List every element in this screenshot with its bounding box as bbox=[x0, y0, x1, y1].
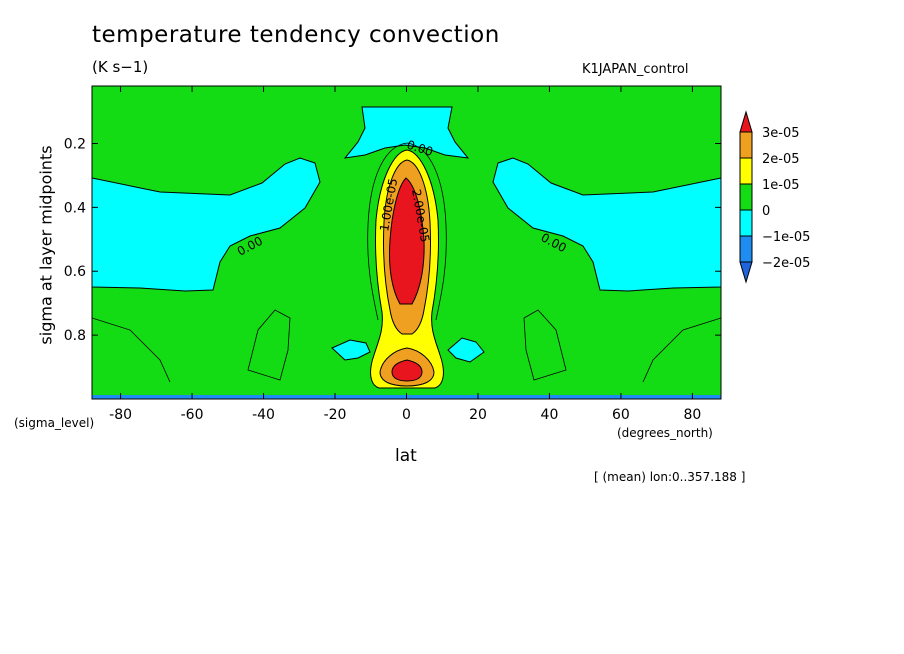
colorbar-label: −1e-05 bbox=[762, 230, 810, 245]
x-tick-label: -40 bbox=[252, 407, 275, 423]
chart-title: temperature tendency convection bbox=[92, 22, 500, 48]
y-tick-label: 0.6 bbox=[64, 264, 86, 280]
contour-line-envelope bbox=[367, 142, 447, 321]
y-unit-label: (sigma_level) bbox=[14, 416, 95, 430]
negative-blob-left bbox=[331, 339, 371, 361]
x-tick-label: -20 bbox=[324, 407, 347, 423]
colorbar-top-arrow bbox=[739, 110, 753, 133]
x-unit-label: (degrees_north) bbox=[617, 426, 713, 440]
x-tick-label: 60 bbox=[612, 407, 630, 423]
colorbar-segment bbox=[739, 183, 753, 211]
colorbar-bottom-arrow bbox=[739, 261, 753, 284]
y-tick-label: 0.2 bbox=[64, 136, 86, 152]
colorbar-label: 3e-05 bbox=[762, 126, 800, 141]
colorbar-label: 2e-05 bbox=[762, 152, 800, 167]
colorbar-segment bbox=[739, 131, 753, 159]
colorbar: 3e-05 2e-05 1e-05 0 −1e-05 −2e-05 bbox=[739, 110, 810, 284]
x-axis-label: lat bbox=[395, 446, 417, 466]
contour-field: 0.00 0.00 0.00 1.00e-05 2.00e-05 bbox=[92, 86, 721, 399]
footnote: [ (mean) lon:0..357.188 ] bbox=[594, 470, 746, 484]
colorbar-segment bbox=[739, 157, 753, 185]
run-label: K1JAPAN_control bbox=[582, 62, 689, 77]
x-tick-label: -80 bbox=[109, 407, 132, 423]
colorbar-segment bbox=[739, 235, 753, 263]
negative-blob-right bbox=[447, 337, 485, 363]
negative-region-right bbox=[492, 157, 721, 292]
y-tick-label: 0.8 bbox=[64, 328, 86, 344]
contour-line-far-right bbox=[642, 317, 721, 383]
tower-low-3e-05 bbox=[391, 359, 423, 382]
negative-region-left bbox=[92, 157, 321, 292]
x-tick-label: 80 bbox=[683, 407, 701, 423]
chart-units: (K s−1) bbox=[92, 58, 149, 76]
colorbar-label: 0 bbox=[762, 204, 770, 219]
colorbar-label: 1e-05 bbox=[762, 178, 800, 193]
colorbar-segment bbox=[739, 209, 753, 237]
contour-line-far-left bbox=[92, 317, 171, 383]
contour-line-left bbox=[247, 309, 291, 381]
y-tick-label: 0.4 bbox=[64, 200, 86, 216]
x-tick-label: 40 bbox=[541, 407, 559, 423]
x-tick-label: 20 bbox=[469, 407, 487, 423]
x-tick-label: 0 bbox=[402, 407, 411, 423]
tower-3e-05 bbox=[389, 177, 425, 305]
x-axis: -80 -60 -40 -20 0 20 40 60 80 bbox=[109, 86, 701, 423]
negative-region-top bbox=[343, 106, 470, 159]
contour-line-right bbox=[523, 309, 567, 381]
x-tick-label: -60 bbox=[181, 407, 204, 423]
colorbar-label: −2e-05 bbox=[762, 256, 810, 271]
y-axis: 0.2 0.4 0.6 0.8 bbox=[64, 136, 721, 344]
